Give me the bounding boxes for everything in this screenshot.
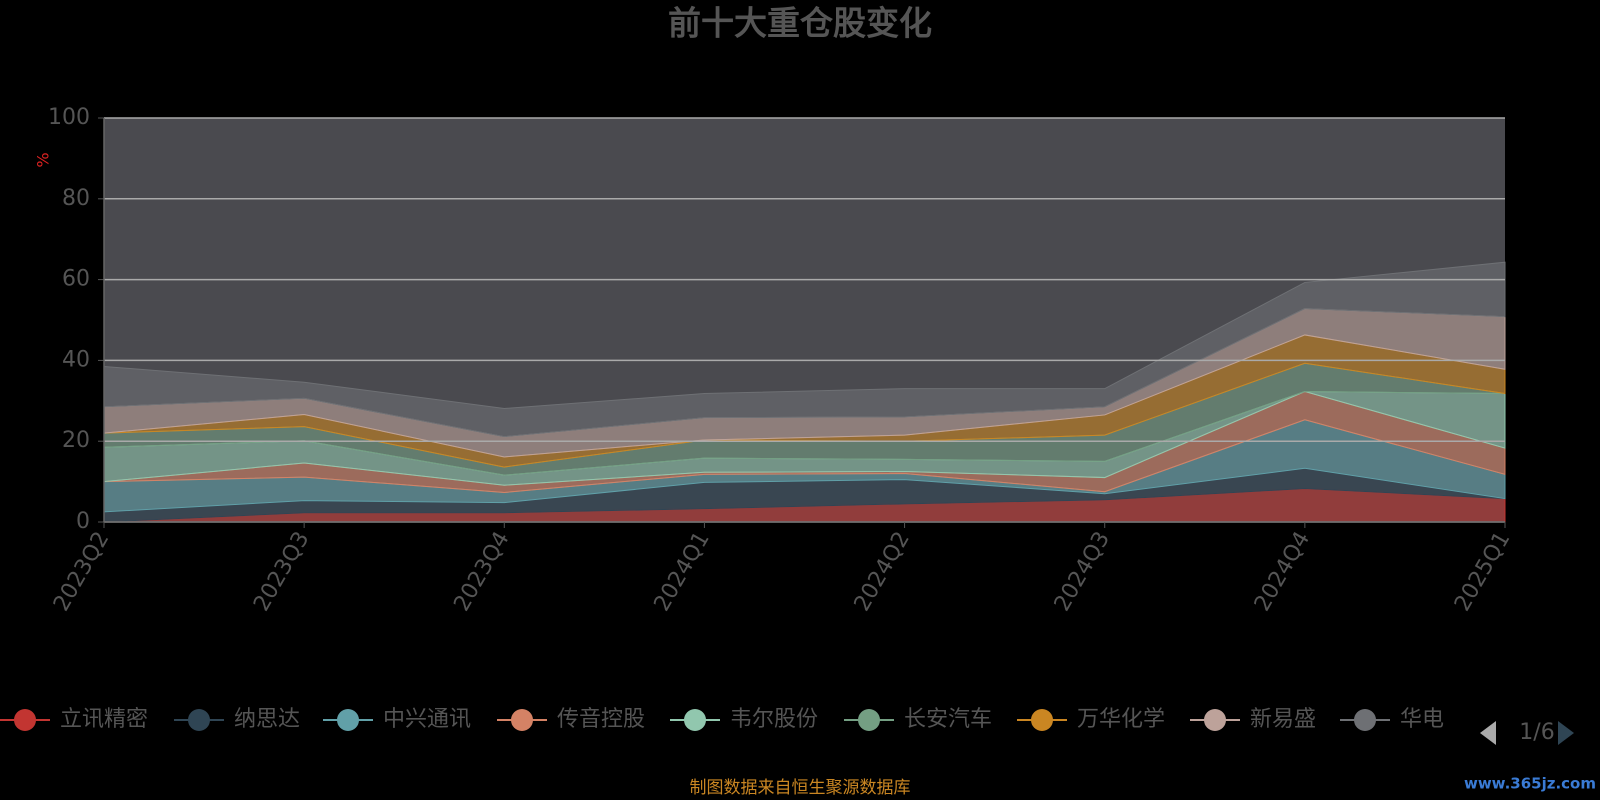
legend-label: 韦尔股份 [730, 707, 818, 732]
legend-label: 中兴通讯 [383, 707, 471, 732]
legend-item[interactable]: 韦尔股份 [670, 707, 818, 732]
legend-item[interactable]: 传音控股 [497, 707, 645, 732]
watermark: www.365jz.com [1464, 775, 1596, 793]
legend-item[interactable]: 纳思达 [174, 707, 300, 732]
legend-symbol [684, 709, 706, 731]
legend-symbol [14, 709, 36, 731]
y-tick-label: 60 [62, 267, 90, 292]
legend-label: 立讯精密 [60, 707, 148, 732]
legend: 立讯精密 纳思达 中兴通讯 传音控股 韦尔股份 长安汽车 万华化学 新易盛 华电 [0, 707, 1444, 732]
legend-symbol [511, 709, 533, 731]
legend-label: 新易盛 [1250, 707, 1316, 732]
x-tick-label: 2024Q3 [1050, 528, 1115, 616]
x-tick-label: 2023Q3 [249, 528, 314, 616]
legend-next[interactable] [1558, 721, 1574, 745]
legend-prev[interactable] [1480, 721, 1496, 745]
x-tick-label: 2023Q4 [449, 528, 514, 616]
legend-item[interactable]: 华电 [1340, 707, 1444, 732]
legend-label: 华电 [1400, 707, 1444, 732]
y-tick-label: 100 [48, 105, 90, 130]
legend-label: 传音控股 [557, 707, 645, 732]
chart-title: 前十大重仓股变化 [668, 4, 932, 43]
legend-item[interactable]: 立讯精密 [0, 707, 148, 732]
x-tick-label: 2024Q2 [850, 528, 915, 616]
y-tick-label: 80 [62, 186, 90, 211]
y-axis-label: % [34, 152, 53, 167]
legend-item[interactable]: 长安汽车 [844, 707, 992, 732]
legend-item[interactable]: 中兴通讯 [323, 707, 471, 732]
legend-symbol [337, 709, 359, 731]
legend-item[interactable]: 新易盛 [1190, 707, 1316, 732]
source-note: 制图数据来自恒生聚源数据库 [690, 778, 911, 798]
x-tick-label: 2024Q4 [1250, 528, 1315, 616]
legend-symbol [858, 709, 880, 731]
legend-label: 长安汽车 [904, 707, 992, 732]
legend-label: 万华化学 [1077, 707, 1165, 732]
x-tick-label: 2024Q1 [650, 528, 715, 616]
legend-symbol [188, 709, 210, 731]
y-tick-label: 0 [76, 509, 90, 534]
y-tick-label: 20 [62, 428, 90, 453]
legend-item[interactable]: 万华化学 [1017, 707, 1165, 732]
legend-label: 纳思达 [234, 707, 300, 732]
x-tick-label: 2025Q1 [1450, 528, 1515, 616]
legend-symbol [1204, 709, 1226, 731]
x-tick-label: 2023Q2 [49, 528, 114, 616]
y-tick-label: 40 [62, 347, 90, 372]
legend-symbol [1031, 709, 1053, 731]
legend-page: 1/6 [1519, 720, 1554, 745]
legend-symbol [1354, 709, 1376, 731]
